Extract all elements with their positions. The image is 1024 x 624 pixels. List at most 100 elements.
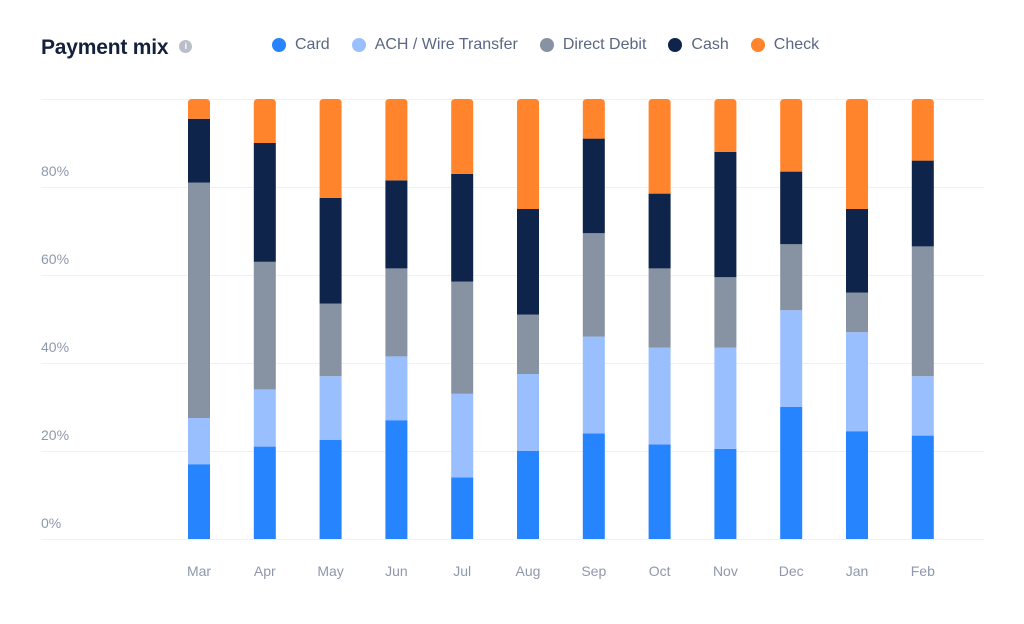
bar-stack-dec[interactable] — [780, 99, 803, 539]
legend-swatch — [351, 38, 366, 52]
bar-segment-direct-debit[interactable] — [648, 268, 671, 348]
legend-swatch — [539, 38, 554, 52]
bar-stack-mar[interactable] — [188, 99, 210, 539]
legend-label: Direct Debit — [562, 36, 647, 53]
bar-segment-card[interactable] — [648, 444, 671, 539]
bar-segment-direct-debit[interactable] — [911, 246, 934, 377]
x-tick-label: Aug — [516, 563, 541, 579]
chart-legend: Card ACH / Wire Transfer Direct Debit Cash C… — [272, 36, 841, 54]
bar-segment-cash[interactable] — [319, 198, 342, 304]
bar-segment-cash[interactable] — [517, 209, 539, 315]
bar-segment-cash[interactable] — [648, 193, 671, 269]
bar-segment-card[interactable] — [582, 433, 605, 539]
bar-segment-check[interactable] — [582, 99, 605, 139]
bar-segment-direct-debit[interactable] — [385, 268, 408, 357]
bar-segment-ach-wire-transfer[interactable] — [385, 356, 408, 421]
bar-segment-direct-debit[interactable] — [451, 281, 474, 394]
bar-segment-ach-wire-transfer[interactable] — [780, 310, 803, 407]
bar-stack-jun[interactable] — [385, 99, 408, 539]
bar-segment-check[interactable] — [253, 99, 276, 143]
bar-segment-card[interactable] — [714, 448, 737, 539]
bar-segment-check[interactable] — [714, 99, 737, 152]
legend-item-card[interactable]: Card — [272, 36, 330, 54]
x-tick-label: Dec — [779, 563, 804, 579]
bar-segment-check[interactable] — [911, 99, 934, 161]
bar-segment-card[interactable] — [188, 464, 210, 539]
bar-segment-ach-wire-transfer[interactable] — [517, 374, 539, 451]
bar-segment-check[interactable] — [648, 99, 671, 194]
bar-segment-ach-wire-transfer[interactable] — [451, 393, 474, 478]
chart-header: Payment mix i — [41, 33, 193, 63]
bar-segment-ach-wire-transfer[interactable] — [911, 376, 934, 436]
bar-stack-nov[interactable] — [714, 99, 737, 539]
bar-stack-sep[interactable] — [582, 99, 605, 539]
bar-segment-card[interactable] — [911, 435, 934, 539]
bar-segment-check[interactable] — [846, 99, 868, 209]
legend-item-check[interactable]: Check — [750, 36, 820, 54]
legend-swatch — [272, 38, 286, 52]
bar-segment-cash[interactable] — [385, 180, 408, 269]
bar-segment-direct-debit[interactable] — [319, 303, 342, 377]
bar-segment-cash[interactable] — [780, 171, 803, 245]
bar-segment-cash[interactable] — [582, 138, 605, 234]
bar-segment-cash[interactable] — [714, 151, 737, 278]
legend-swatch — [668, 38, 683, 52]
x-tick-label: Oct — [649, 563, 671, 579]
bar-segment-card[interactable] — [385, 420, 408, 539]
x-tick-label: Feb — [911, 563, 935, 579]
bar-segment-ach-wire-transfer[interactable] — [648, 347, 671, 445]
bar-stack-feb[interactable] — [911, 99, 934, 539]
bar-stack-jul[interactable] — [451, 99, 474, 539]
bar-segment-cash[interactable] — [188, 118, 210, 183]
bar-stack-apr[interactable] — [253, 99, 276, 539]
info-icon[interactable]: i — [179, 39, 193, 53]
bar-segment-ach-wire-transfer[interactable] — [188, 418, 210, 465]
x-tick-label: Apr — [254, 563, 276, 579]
bar-segment-card[interactable] — [319, 440, 342, 539]
bar-segment-direct-debit[interactable] — [780, 244, 803, 311]
bar-stack-aug[interactable] — [517, 99, 539, 539]
bar-segment-ach-wire-transfer[interactable] — [582, 336, 605, 434]
y-tick-label: 20% — [41, 427, 69, 443]
bar-segment-card[interactable] — [253, 446, 276, 539]
legend-label: Check — [773, 36, 820, 53]
bar-stack-jan[interactable] — [846, 99, 868, 539]
bar-segment-cash[interactable] — [253, 143, 276, 262]
bar-segment-direct-debit[interactable] — [188, 182, 210, 418]
bar-segment-direct-debit[interactable] — [517, 314, 539, 374]
bar-segment-direct-debit[interactable] — [714, 277, 737, 348]
bar-segment-card[interactable] — [451, 477, 474, 539]
bar-segment-card[interactable] — [846, 431, 868, 539]
bar-segment-ach-wire-transfer[interactable] — [319, 376, 342, 440]
bar-stack-may[interactable] — [319, 99, 342, 539]
bar-segment-cash[interactable] — [846, 209, 868, 293]
bar-segment-direct-debit[interactable] — [582, 233, 605, 337]
legend-label: Card — [295, 36, 330, 53]
x-tick-label: May — [317, 563, 343, 579]
legend-item-direct-debit[interactable]: Direct Debit — [539, 36, 647, 54]
y-tick-label: 80% — [41, 163, 69, 179]
bar-segment-direct-debit[interactable] — [253, 261, 276, 390]
bar-segment-ach-wire-transfer[interactable] — [253, 389, 276, 447]
bar-segment-check[interactable] — [319, 99, 342, 198]
bar-segment-card[interactable] — [780, 407, 803, 539]
bar-segment-check[interactable] — [385, 99, 408, 181]
bar-segment-cash[interactable] — [911, 160, 934, 247]
bar-segment-check[interactable] — [780, 99, 803, 172]
x-tick-label: Jan — [846, 563, 869, 579]
x-tick-label: Jul — [453, 563, 471, 579]
bar-segment-check[interactable] — [517, 99, 539, 209]
x-tick-label: Mar — [187, 563, 211, 579]
bar-segment-cash[interactable] — [451, 173, 474, 282]
bar-segment-direct-debit[interactable] — [846, 292, 868, 333]
legend-item-ach-wire-transfer[interactable]: ACH / Wire Transfer — [351, 36, 518, 54]
bar-segment-ach-wire-transfer[interactable] — [846, 332, 868, 432]
bar-segment-check[interactable] — [188, 99, 210, 119]
bar-stack-oct[interactable] — [648, 99, 671, 539]
bar-segment-ach-wire-transfer[interactable] — [714, 347, 737, 449]
bar-segment-check[interactable] — [451, 99, 474, 174]
bar-segment-card[interactable] — [517, 451, 539, 539]
x-tick-label: Jun — [385, 563, 408, 579]
legend-item-cash[interactable]: Cash — [668, 36, 729, 54]
